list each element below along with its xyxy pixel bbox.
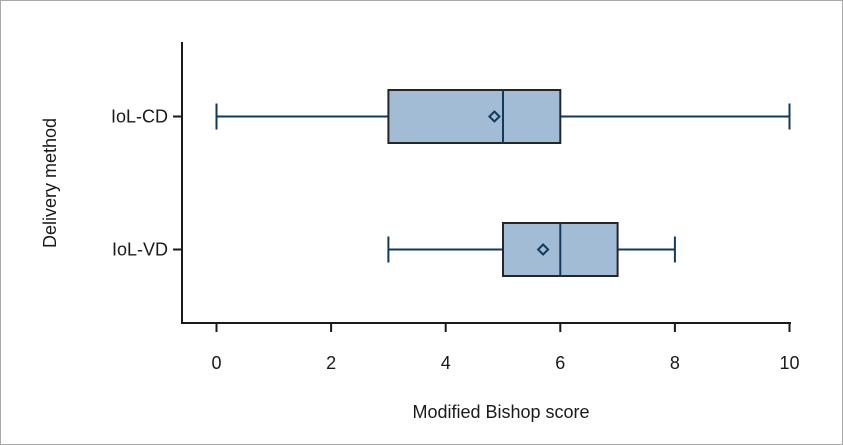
box-group-iol-vd [387, 222, 676, 277]
x-axis-title: Modified Bishop score [412, 402, 589, 422]
mean-marker [487, 110, 501, 123]
y-category-label: IoL-CD [111, 107, 168, 127]
x-tick-label: 10 [779, 353, 799, 373]
y-ticks: IoL-CD IoL-VD [111, 107, 182, 260]
x-tick-label: 6 [555, 353, 565, 373]
axes [181, 42, 791, 324]
iqr-box [387, 89, 562, 144]
x-tick-label: 8 [670, 353, 680, 373]
x-tick-label: 4 [441, 353, 451, 373]
x-tick-label: 0 [211, 353, 221, 373]
boxes [215, 89, 791, 277]
x-ticks: 0 2 4 6 8 10 [211, 323, 800, 373]
y-axis-title: Delivery method [40, 118, 60, 248]
x-tick-label: 2 [326, 353, 336, 373]
y-category-label: IoL-VD [112, 240, 168, 260]
mean-marker [536, 243, 550, 256]
box-group-iol-cd [215, 89, 791, 144]
